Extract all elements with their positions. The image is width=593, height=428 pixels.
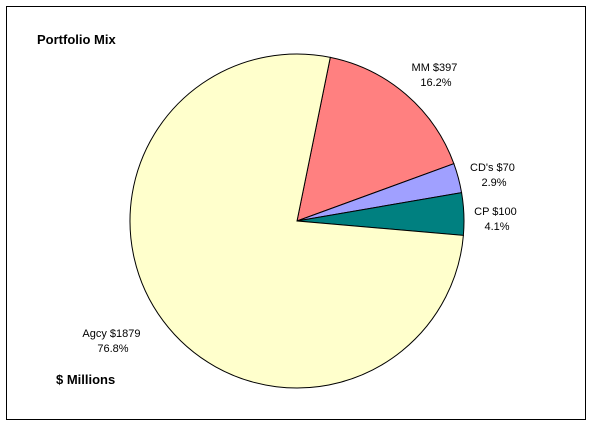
- chart-title: Portfolio Mix: [37, 32, 116, 47]
- pie-slice-agcy: [129, 53, 464, 389]
- units-label: $ Millions: [56, 372, 116, 387]
- slice-label-cp: CP $100 4.1%: [474, 206, 520, 233]
- pie-labels: MM $397 16.2% CD's $70 2.9% CP $100 4.1%…: [82, 62, 520, 355]
- pie-slices: [129, 53, 465, 389]
- pie-slice-mm: [296, 56, 455, 222]
- slice-label-agcy: Agcy $1879 76.8%: [82, 328, 143, 355]
- slice-label-cds: CD's $70 2.9%: [470, 162, 518, 189]
- slice-label-mm: MM $397 16.2%: [412, 62, 461, 89]
